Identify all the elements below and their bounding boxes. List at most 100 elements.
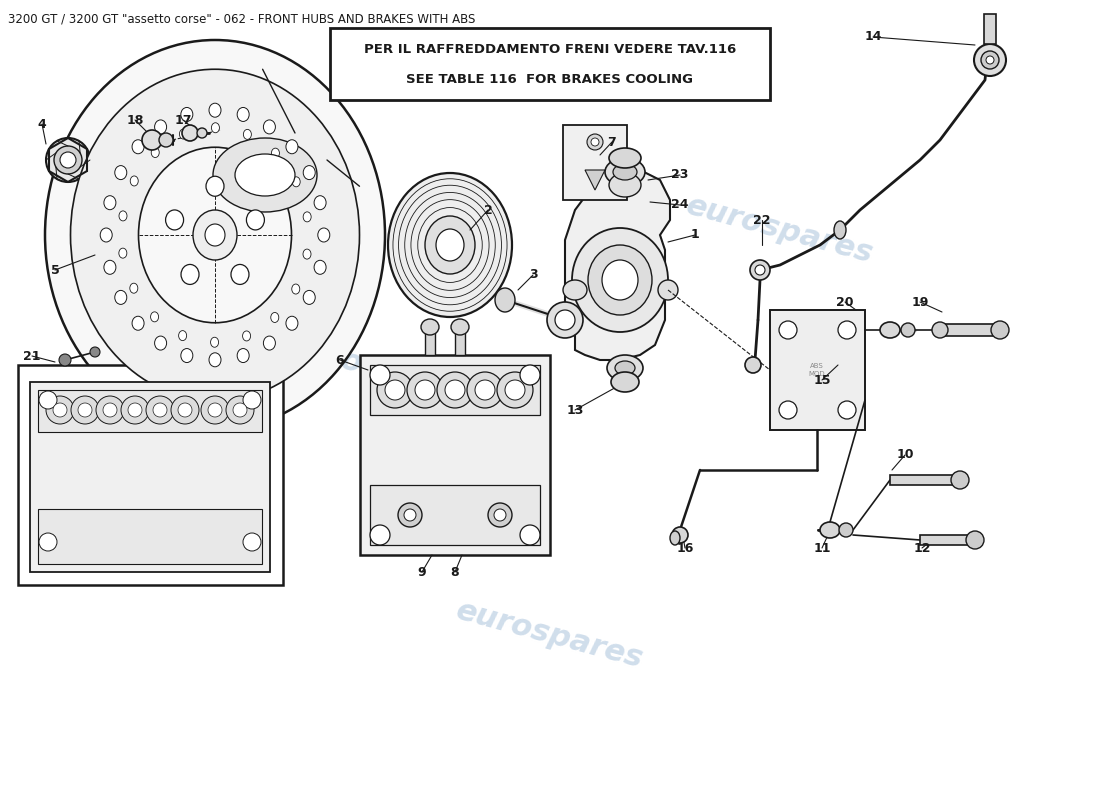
Ellipse shape <box>151 147 160 158</box>
Ellipse shape <box>180 107 192 122</box>
Ellipse shape <box>243 533 261 551</box>
Ellipse shape <box>39 391 57 409</box>
Ellipse shape <box>286 140 298 154</box>
Text: eurospares: eurospares <box>453 596 647 674</box>
Text: 9: 9 <box>418 566 427 578</box>
Ellipse shape <box>263 120 275 134</box>
Bar <box>563 125 627 200</box>
Ellipse shape <box>880 322 900 338</box>
Ellipse shape <box>520 365 540 385</box>
Ellipse shape <box>468 372 503 408</box>
Text: 17: 17 <box>174 114 191 126</box>
Ellipse shape <box>238 107 250 122</box>
Ellipse shape <box>991 321 1009 339</box>
Ellipse shape <box>142 130 162 150</box>
Text: 22: 22 <box>754 214 771 226</box>
Bar <box>770 310 865 430</box>
Ellipse shape <box>293 177 300 186</box>
Ellipse shape <box>488 503 512 527</box>
Bar <box>30 382 270 572</box>
Ellipse shape <box>495 288 515 312</box>
Ellipse shape <box>932 322 948 338</box>
Ellipse shape <box>494 509 506 521</box>
Ellipse shape <box>986 56 994 64</box>
Ellipse shape <box>292 284 300 294</box>
Ellipse shape <box>404 509 416 521</box>
Ellipse shape <box>779 401 798 419</box>
Bar <box>370 365 540 415</box>
Text: 2: 2 <box>484 203 493 217</box>
Ellipse shape <box>607 355 644 381</box>
Ellipse shape <box>658 280 678 300</box>
Text: eurospares: eurospares <box>683 191 877 269</box>
Ellipse shape <box>615 361 635 375</box>
Ellipse shape <box>421 319 439 335</box>
Bar <box>39 509 262 564</box>
Ellipse shape <box>497 372 534 408</box>
Ellipse shape <box>179 129 187 139</box>
Ellipse shape <box>505 380 525 400</box>
Ellipse shape <box>235 154 295 196</box>
Ellipse shape <box>153 403 167 417</box>
Ellipse shape <box>209 103 221 118</box>
Ellipse shape <box>779 321 798 339</box>
Ellipse shape <box>302 249 311 259</box>
Ellipse shape <box>166 210 184 230</box>
Bar <box>370 485 540 545</box>
Ellipse shape <box>304 166 316 180</box>
Ellipse shape <box>966 531 984 549</box>
Text: 24: 24 <box>671 198 689 211</box>
Ellipse shape <box>377 372 412 408</box>
Ellipse shape <box>121 396 148 424</box>
Ellipse shape <box>130 283 138 294</box>
Text: ABS
MOD: ABS MOD <box>808 363 825 377</box>
Ellipse shape <box>205 224 225 246</box>
Ellipse shape <box>210 338 219 347</box>
Bar <box>360 355 550 555</box>
Bar <box>39 390 262 432</box>
Ellipse shape <box>745 357 761 373</box>
Ellipse shape <box>475 380 495 400</box>
Text: 3: 3 <box>529 269 537 282</box>
Bar <box>330 28 770 100</box>
Ellipse shape <box>901 323 915 337</box>
Ellipse shape <box>446 380 465 400</box>
Polygon shape <box>565 170 670 360</box>
Ellipse shape <box>834 221 846 239</box>
Ellipse shape <box>195 125 336 225</box>
Text: 20: 20 <box>836 295 854 309</box>
Ellipse shape <box>838 401 856 419</box>
Ellipse shape <box>755 265 764 275</box>
Ellipse shape <box>271 313 278 322</box>
Ellipse shape <box>750 260 770 280</box>
Ellipse shape <box>398 503 422 527</box>
Ellipse shape <box>981 51 999 69</box>
Ellipse shape <box>197 128 207 138</box>
Ellipse shape <box>59 354 72 366</box>
Ellipse shape <box>388 173 512 317</box>
Text: 10: 10 <box>896 449 914 462</box>
Ellipse shape <box>132 316 144 330</box>
Ellipse shape <box>605 158 645 186</box>
Ellipse shape <box>304 212 311 222</box>
Ellipse shape <box>588 245 652 315</box>
Bar <box>920 535 975 545</box>
Ellipse shape <box>425 216 475 274</box>
Ellipse shape <box>182 125 198 141</box>
Ellipse shape <box>119 211 126 221</box>
Ellipse shape <box>178 403 192 417</box>
Ellipse shape <box>170 396 199 424</box>
Ellipse shape <box>46 138 90 182</box>
Text: eurospares: eurospares <box>283 331 476 409</box>
Ellipse shape <box>155 120 166 134</box>
Text: SEE TABLE 116  FOR BRAKES COOLING: SEE TABLE 116 FOR BRAKES COOLING <box>407 74 693 86</box>
Ellipse shape <box>192 210 236 260</box>
Ellipse shape <box>70 70 360 401</box>
Ellipse shape <box>206 176 224 196</box>
Ellipse shape <box>602 260 638 300</box>
Text: 11: 11 <box>813 542 830 554</box>
Ellipse shape <box>178 330 187 341</box>
Ellipse shape <box>208 403 222 417</box>
Ellipse shape <box>587 134 603 150</box>
Text: 6: 6 <box>336 354 344 366</box>
